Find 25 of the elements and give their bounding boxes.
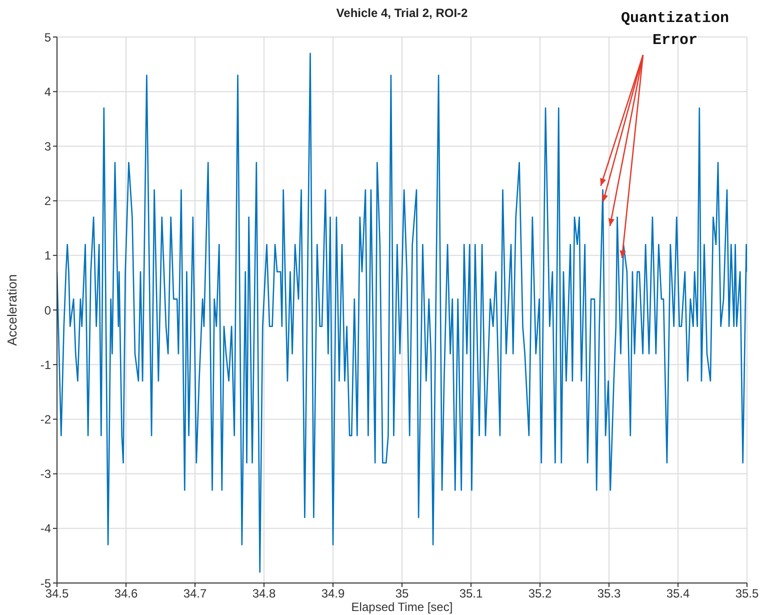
x-tick-label: 35.1 [459, 586, 483, 601]
x-tick-label: 34.8 [252, 586, 276, 601]
x-tick-label: 35.3 [597, 586, 621, 601]
y-tick-label: -3 [40, 467, 52, 482]
annotation: Quantization Error [620, 9, 730, 51]
y-tick-label: 5 [44, 30, 52, 44]
x-tick-label: 35.2 [528, 586, 552, 601]
x-tick-label: 34.6 [114, 586, 138, 601]
y-tick-label: 1 [44, 248, 52, 263]
x-tick-label: 34.9 [321, 586, 345, 601]
x-tick-label: 35.5 [735, 586, 759, 601]
y-tick-label: -1 [40, 358, 52, 372]
line-series [57, 52, 747, 573]
y-tick-label: -4 [40, 522, 52, 536]
x-tick-label: 35.4 [666, 586, 690, 601]
y-axis-title: Acceleration [4, 274, 20, 346]
y-tick-label: 4 [44, 84, 52, 99]
chart-title: Vehicle 4, Trial 2, ROI-2 [336, 6, 468, 20]
x-tick-label: 34.7 [183, 586, 207, 601]
x-tick-label: 35 [395, 586, 409, 601]
y-tick-label: -2 [40, 412, 52, 426]
y-tick-label: 2 [44, 194, 52, 208]
x-axis-title: Elapsed Time [sec] [350, 600, 454, 614]
y-tick-label: 3 [44, 139, 52, 154]
y-tick-label: 0 [44, 303, 52, 318]
